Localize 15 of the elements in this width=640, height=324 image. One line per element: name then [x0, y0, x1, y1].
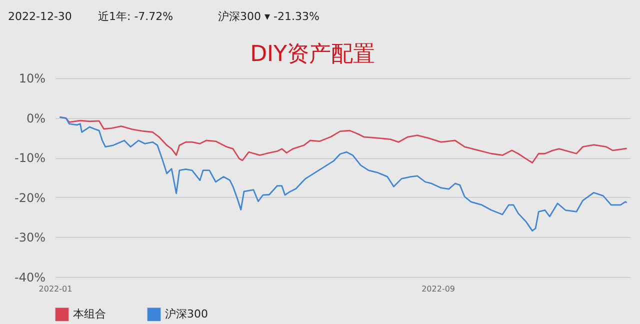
text: 近1年: -7.72%: [98, 10, 174, 23]
y-tick-label: 10%: [18, 72, 46, 86]
text: 2022-12-30: [8, 10, 72, 23]
text: 沪深300 ▾ -21.33%: [218, 10, 320, 23]
line-series: [59, 116, 628, 232]
legend-label: 沪深300: [165, 307, 208, 320]
x-tick-label: 2022-09: [422, 284, 456, 294]
legend-label: 本组合: [73, 307, 106, 320]
y-tick-label: -10%: [14, 151, 46, 166]
y-tick-label: -30%: [14, 230, 46, 245]
chart-title: DIY资产配置: [250, 42, 375, 67]
y-tick-label: 0%: [26, 111, 46, 126]
x-tick-label: 2022-01: [38, 284, 72, 294]
y-tick-label: -40%: [14, 270, 46, 284]
y-tick-label: -20%: [14, 190, 46, 205]
